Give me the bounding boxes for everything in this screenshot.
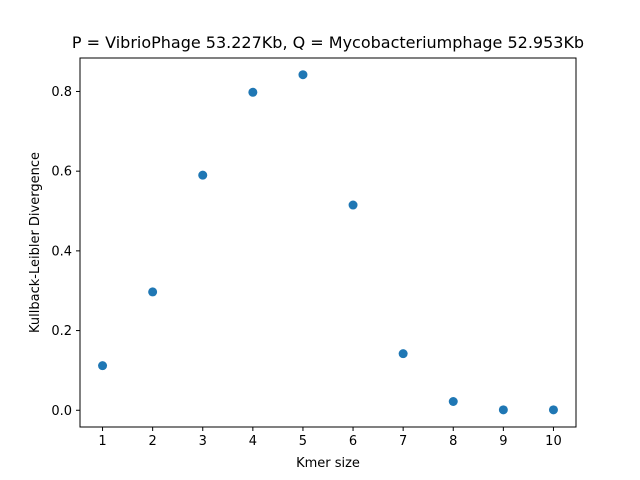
x-tick-label: 1 [98,434,106,449]
data-point [448,396,458,406]
data-point [348,200,358,210]
x-tick-label: 9 [499,434,507,449]
y-tick-label: 0.2 [51,324,72,339]
data-point [548,405,558,415]
y-axis-ticks: 0.0 0.2 0.4 0.6 0.8 [51,85,80,419]
data-points [98,70,558,415]
x-axis-ticks: 1 2 3 4 5 6 7 8 9 10 [98,427,562,449]
data-point [198,170,208,180]
chart-title: P = VibrioPhage 53.227Kb, Q = Mycobacter… [72,33,584,52]
data-point [98,361,108,371]
y-tick-label: 0.0 [51,404,72,419]
data-point [498,405,508,415]
x-axis-label: Kmer size [296,456,360,471]
data-point [298,70,308,80]
y-tick-label: 0.6 [51,165,72,180]
x-tick-label: 10 [545,434,562,449]
y-tick-label: 0.4 [51,244,72,259]
x-tick-label: 3 [199,434,207,449]
x-tick-label: 5 [299,434,307,449]
data-point [148,287,158,297]
x-tick-label: 4 [249,434,257,449]
data-point [398,349,408,359]
x-tick-label: 2 [149,434,157,449]
data-point [248,87,258,97]
plot-area [79,57,577,428]
x-tick-label: 6 [349,434,357,449]
x-tick-label: 7 [399,434,407,449]
x-tick-label: 8 [449,434,457,449]
y-axis-label: Kullback-Leibler Divergence [28,152,43,333]
y-tick-label: 0.8 [51,85,72,100]
